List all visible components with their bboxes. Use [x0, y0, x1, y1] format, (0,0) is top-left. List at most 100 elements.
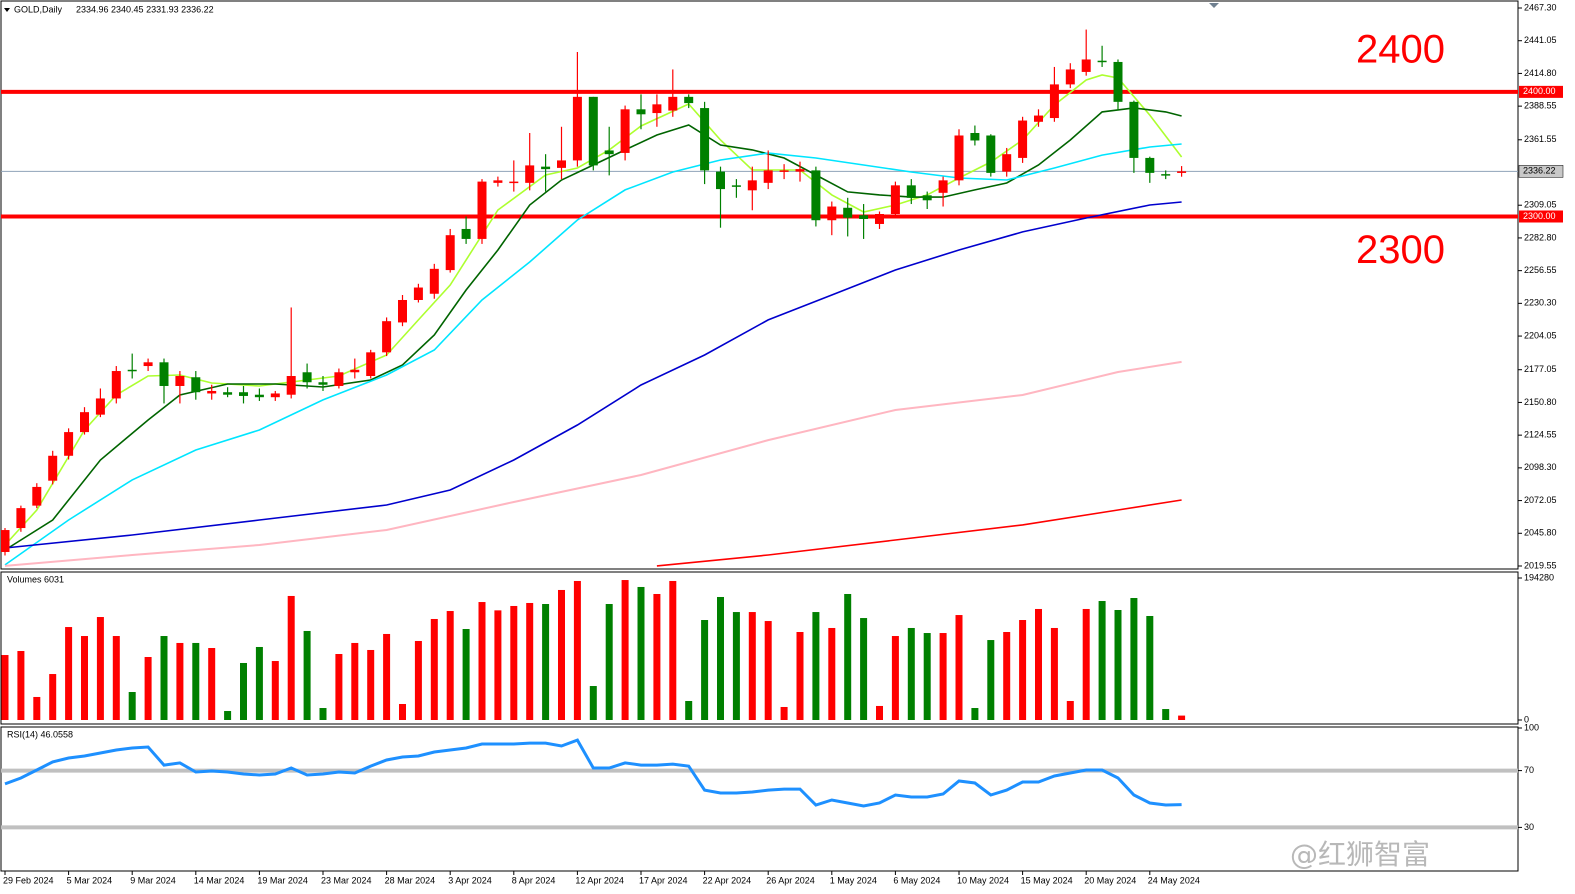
x-tick-label: 5 Mar 2024 [67, 875, 113, 885]
candle-body [1018, 120, 1028, 158]
moving-average [4, 201, 1182, 549]
volume-bar [160, 636, 168, 720]
candle-body [1049, 84, 1059, 119]
candle-body [859, 215, 869, 219]
volume-panel [0, 571, 1519, 725]
candle-body [16, 508, 26, 529]
volume-bar [1114, 609, 1122, 720]
volume-bar [939, 633, 947, 720]
candle-body [890, 185, 900, 215]
candle-body [509, 181, 519, 184]
volume-bar [796, 631, 804, 720]
y-tick-label: 2414.80 [1524, 68, 1557, 78]
x-tick-label: 9 Mar 2024 [130, 875, 176, 885]
volume-bar [1162, 709, 1170, 720]
volume-bar [1146, 615, 1154, 720]
candle-body [795, 169, 805, 172]
y-tick-label: 2072.05 [1524, 495, 1557, 505]
volume-bar [367, 649, 375, 720]
volume-bar [876, 705, 883, 720]
volume-bar [1050, 627, 1058, 720]
volume-bar [1035, 608, 1042, 720]
candle-body [254, 394, 264, 398]
last-price-label: 2336.22 [1523, 166, 1556, 176]
candle-body [493, 180, 503, 183]
volume-bar [49, 674, 57, 720]
candle-body [922, 195, 932, 201]
volume-bar [399, 703, 406, 720]
candle-body [938, 180, 948, 193]
x-tick-label: 28 Mar 2024 [385, 875, 436, 885]
volume-bar [1130, 598, 1138, 720]
rsi-line [4, 738, 1182, 808]
volume-bar [208, 648, 216, 720]
candle-body [1065, 69, 1075, 85]
volume-bar [907, 627, 915, 720]
moving-average [4, 107, 1182, 551]
y-tick-label: 194280 [1524, 572, 1554, 582]
candle-body [382, 321, 392, 353]
y-tick-label: 2441.05 [1524, 35, 1557, 45]
volume-bar [192, 642, 200, 720]
candle-body [207, 390, 217, 394]
volume-bar [685, 700, 693, 720]
y-tick-label: 2256.55 [1524, 265, 1557, 275]
level-note: 2400 [1356, 27, 1445, 71]
plot-area [1, 29, 1518, 567]
volume-bar [96, 617, 104, 720]
y-tick-label: 0 [1524, 714, 1529, 724]
x-tick-label: 14 Mar 2024 [194, 875, 245, 885]
candle-body [286, 376, 296, 395]
candle-body [620, 109, 630, 153]
volume-bar [605, 604, 613, 720]
candle-body [779, 170, 789, 172]
rsi-panel [0, 726, 1519, 872]
volume-bar [287, 595, 295, 720]
volume-bar [1066, 700, 1074, 720]
candle-body [223, 392, 233, 395]
level-label: 2400.00 [1523, 86, 1556, 96]
candle-body [95, 398, 105, 415]
candle-body [80, 412, 89, 433]
x-tick-label: 23 Mar 2024 [321, 875, 372, 885]
candle-body [111, 371, 121, 399]
x-tick-label: 20 May 2024 [1084, 875, 1136, 885]
volume-bar [128, 692, 136, 720]
volume-bar [780, 706, 788, 720]
candle-body [1081, 59, 1091, 72]
volume-bar [224, 711, 232, 720]
candle-body [445, 235, 455, 271]
volume-title: Volumes 6031 [7, 574, 64, 584]
y-tick-label: 2177.05 [1524, 364, 1557, 374]
x-tick-label: 22 Apr 2024 [703, 875, 752, 885]
volume-bar [717, 596, 724, 720]
x-tick-label: 3 Apr 2024 [448, 875, 492, 885]
candle-body [747, 180, 757, 191]
candle-body [954, 135, 964, 181]
candle-body [175, 376, 185, 386]
y-tick-label: 2045.80 [1524, 528, 1557, 538]
candle-body [541, 166, 551, 170]
candle-body [398, 299, 407, 323]
volume-bar [764, 621, 772, 720]
candle-body [64, 432, 74, 456]
candle-body [1177, 171, 1187, 173]
candle-body [302, 372, 312, 383]
candle-body [413, 287, 423, 300]
volume-bar [844, 593, 852, 720]
candle-body [191, 377, 201, 393]
volume-bar [81, 636, 88, 720]
volume-bar [558, 589, 565, 720]
candle-body [986, 135, 996, 173]
candle-body [239, 392, 248, 396]
y-tick-label: 2098.30 [1524, 462, 1557, 472]
y-tick-label: 100 [1524, 722, 1539, 732]
candle-body [970, 132, 980, 141]
volume-bar [732, 612, 740, 720]
x-tick-label: 19 Mar 2024 [257, 875, 308, 885]
volume-bar [255, 646, 263, 720]
y-tick-label: 2282.80 [1524, 232, 1557, 242]
x-tick-label: 12 Apr 2024 [575, 875, 624, 885]
candle-body [700, 108, 710, 171]
